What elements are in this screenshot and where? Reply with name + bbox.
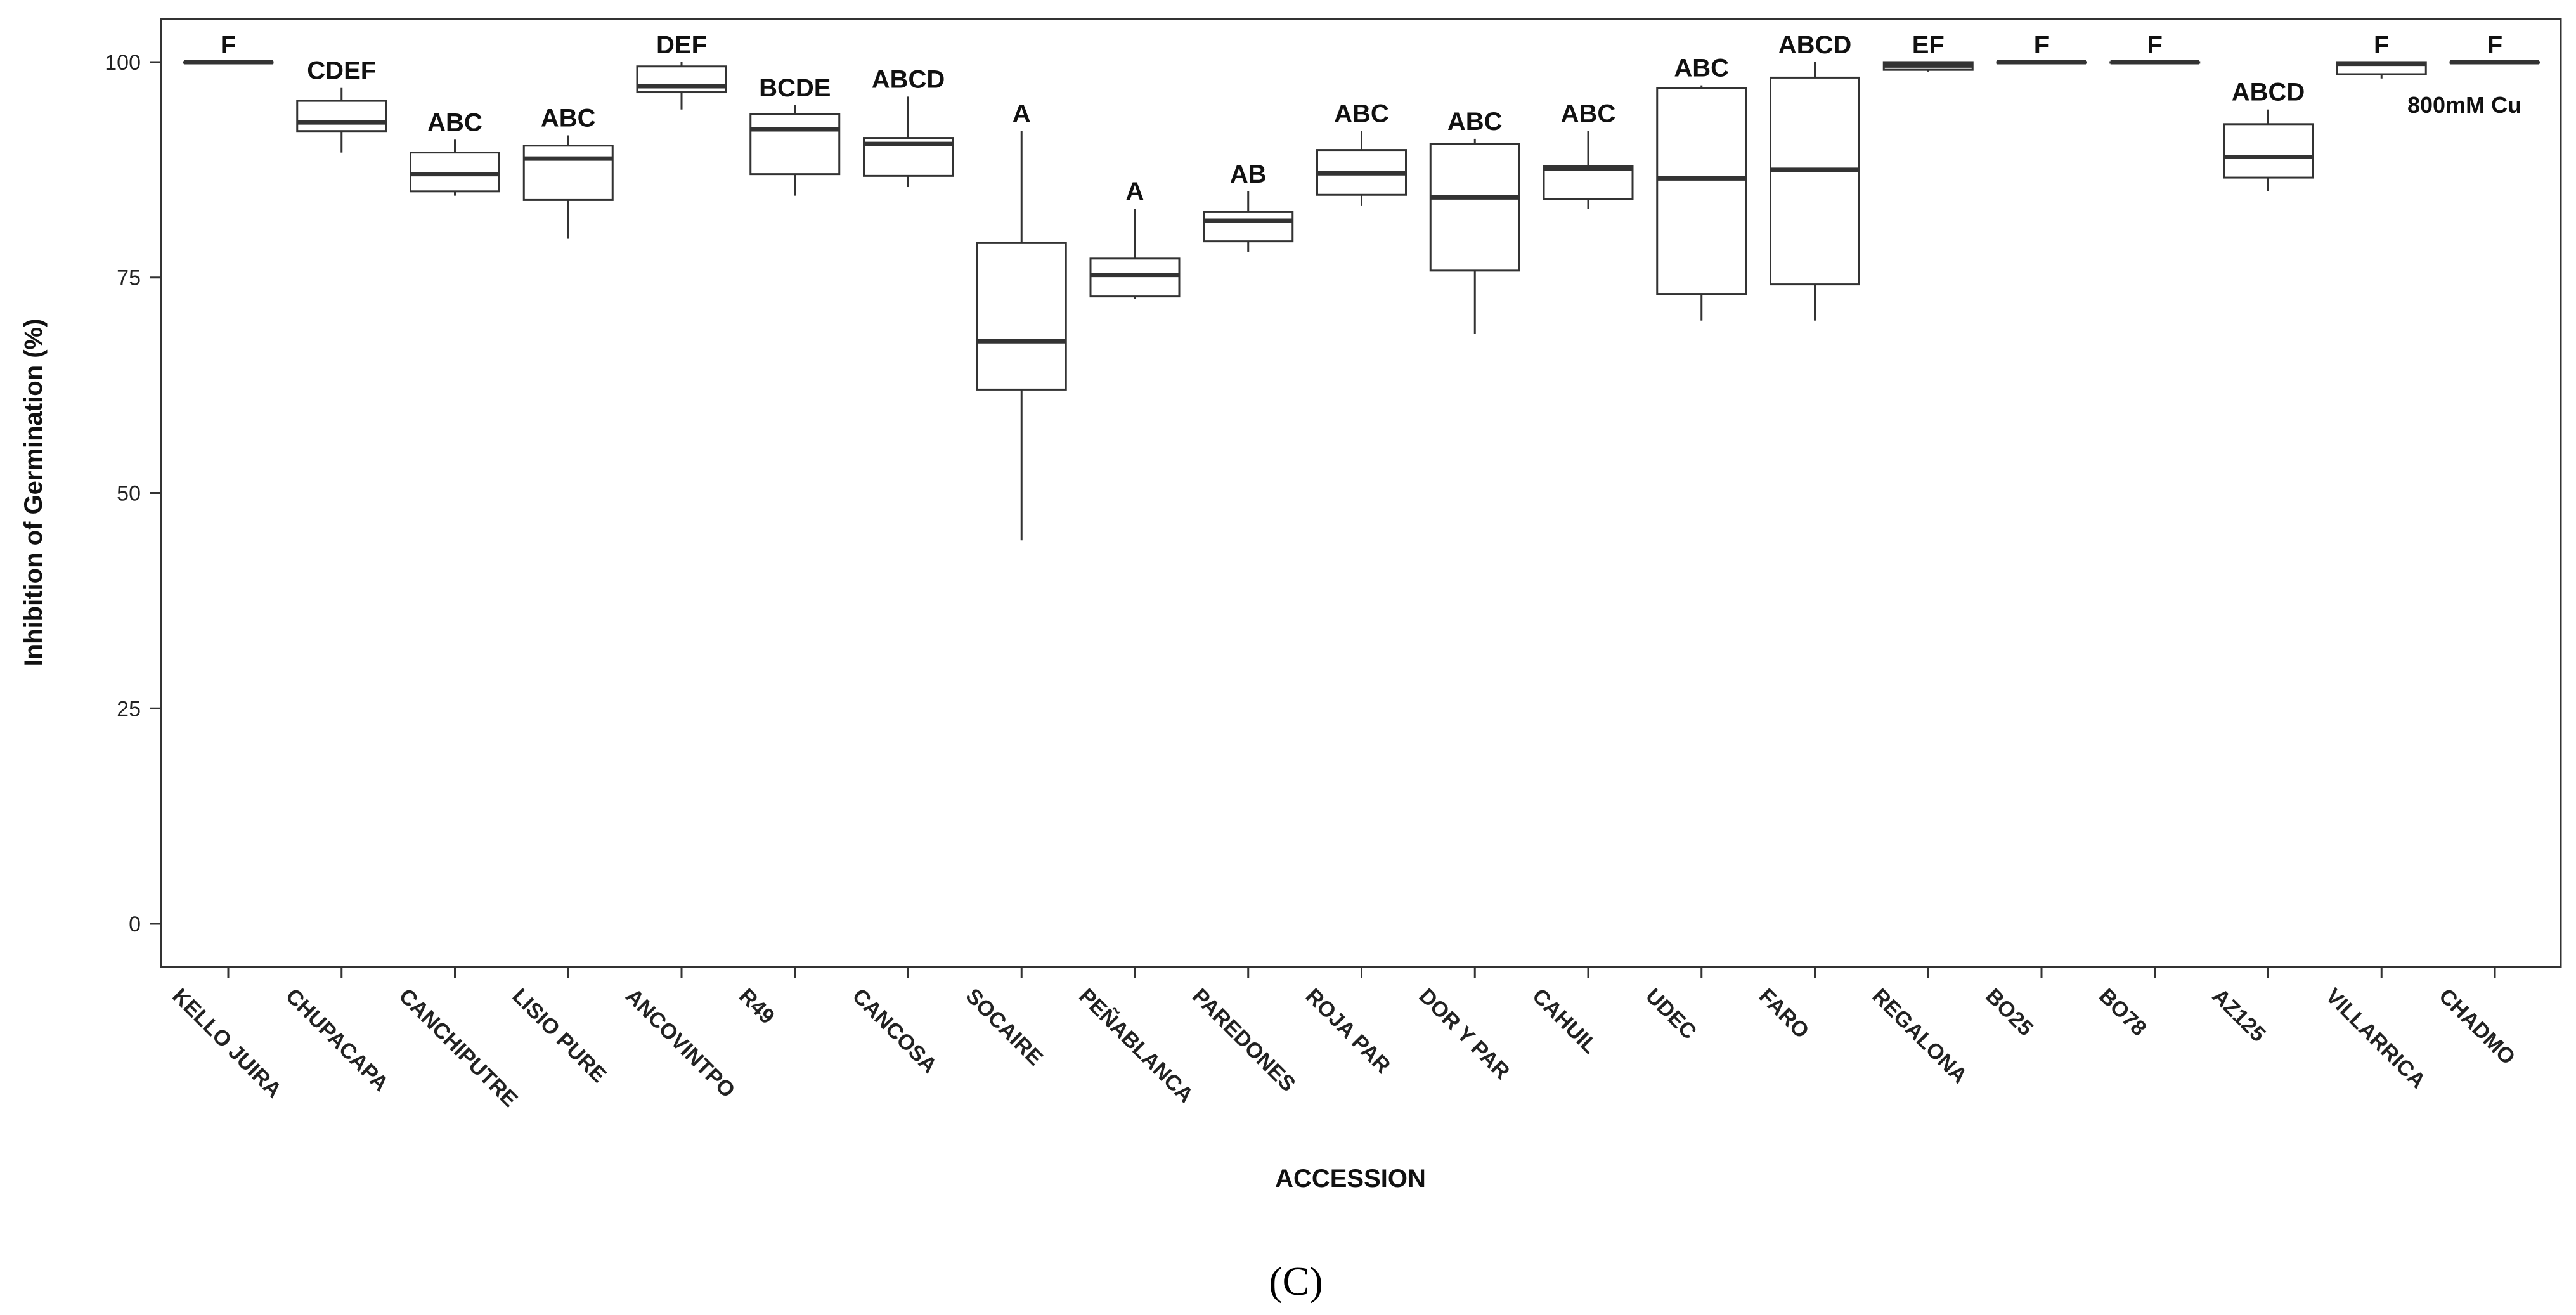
box-21 [2449,60,2540,65]
letter-label: ABC [1447,108,1503,136]
letter-label: ABC [541,104,596,132]
y-tick-label: 75 [117,266,141,290]
x-tick-label: UDEC [1641,984,1701,1044]
letter-label: DEF [656,31,707,59]
letter-label: F [2374,31,2389,59]
x-tick-label: LISIO PURE [508,984,611,1087]
box-body [1203,211,1294,243]
y-tick-label: 25 [117,697,141,721]
box-series [183,60,2540,541]
letter-label: ABC [1674,55,1729,82]
box-1 [183,60,274,65]
letter-label: CDEF [307,57,376,85]
y-tick-label: 0 [129,912,141,936]
letter-label: ABCD [1778,31,1852,59]
box-body [1770,76,1860,286]
box-3 [410,139,500,196]
x-tick-label: CHUPACAPA [281,984,393,1096]
box-2 [296,87,387,153]
x-axis-title: ACCESSION [1275,1165,1426,1193]
box-body [2223,123,2314,179]
box-5 [636,62,727,110]
x-tick-label: PAREDONES [1188,984,1300,1096]
x-tick-label: ROJA PAR [1301,984,1395,1078]
x-tick-label: VILLARRICA [2321,984,2430,1093]
letter-label: AB [1230,160,1267,188]
box-17 [1996,60,2087,65]
x-tick-label: PEÑABLANCA [1074,984,1198,1108]
box-body [1656,87,1747,295]
panel-label: (C) [1269,1259,1323,1304]
box-11 [1316,131,1407,206]
box-body [1089,257,1181,298]
letter-label: EF [1912,31,1945,59]
box-12 [1429,138,1520,334]
letter-label: F [2147,31,2163,59]
box-14 [1656,85,1747,321]
letter-label: F [2034,31,2049,59]
x-tick-label: CAHUIL [1527,984,1602,1059]
x-tick-label: BO25 [1981,984,2038,1041]
box-body [296,100,387,133]
box-20 [2336,61,2427,79]
box-6 [749,105,841,196]
x-tick-label: CHADMO [2434,984,2520,1070]
box-body [522,145,614,201]
x-tick-label: ANCOVINTPO [621,984,739,1103]
y-axis-title: Inhibition of Germination (%) [20,319,48,667]
x-tick-label: SOCAIRE [961,984,1047,1070]
letter-label: ABC [427,108,482,136]
box-18 [2109,60,2201,65]
x-tick-label: KELLO JUIRA [167,984,286,1103]
box-8 [976,131,1067,541]
x-tick-label: REGALONA [1868,984,1972,1088]
box-body [749,113,841,176]
x-tick-label: AZ125 [2208,984,2270,1047]
box-9 [1089,209,1181,299]
x-tick-label: FARO [1754,984,1814,1044]
box-16 [1882,61,1974,72]
box-4 [522,135,614,239]
letter-label: ABCD [872,65,945,93]
letter-label: F [221,31,236,59]
box-body [1543,165,1634,200]
letter-label: A [1126,178,1144,205]
box-7 [863,96,954,188]
box-13 [1543,131,1634,209]
letter-label: ABC [1561,100,1616,128]
annotation-label: 800mM Cu [2407,92,2521,118]
box-body [976,242,1067,391]
letter-label: A [1013,100,1031,128]
letter-label: ABC [1334,100,1389,128]
letter-label: ABCD [2232,79,2305,107]
y-axis: 0 25 50 75 100 [105,51,161,936]
x-tick-label: R49 [734,984,779,1029]
x-tick-label: DOR Y PAR [1414,984,1515,1084]
y-tick-label: 100 [105,51,141,75]
box-body [1429,143,1520,272]
x-tick-label: BO78 [2094,984,2151,1041]
box-19 [2223,109,2314,191]
box-10 [1203,191,1294,252]
x-tick-label: CANCHIPUTRE [394,984,522,1112]
box-15 [1770,62,1860,321]
x-tick-label: CANCOSA [848,984,942,1078]
letter-label: F [2487,31,2502,59]
y-tick-label: 50 [117,482,141,506]
letter-label: BCDE [759,74,831,102]
